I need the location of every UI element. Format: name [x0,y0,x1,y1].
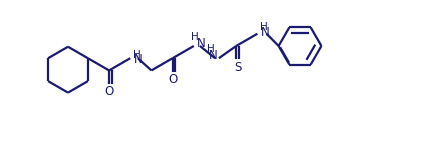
Text: S: S [234,61,241,74]
Text: N: N [134,53,143,66]
Text: H: H [133,50,141,60]
Text: H: H [207,44,215,54]
Text: H: H [191,32,198,42]
Text: H: H [260,22,268,32]
Text: O: O [104,85,114,98]
Text: N: N [261,26,270,39]
Text: N: N [209,49,218,62]
Text: O: O [168,73,177,86]
Text: N: N [197,37,206,50]
